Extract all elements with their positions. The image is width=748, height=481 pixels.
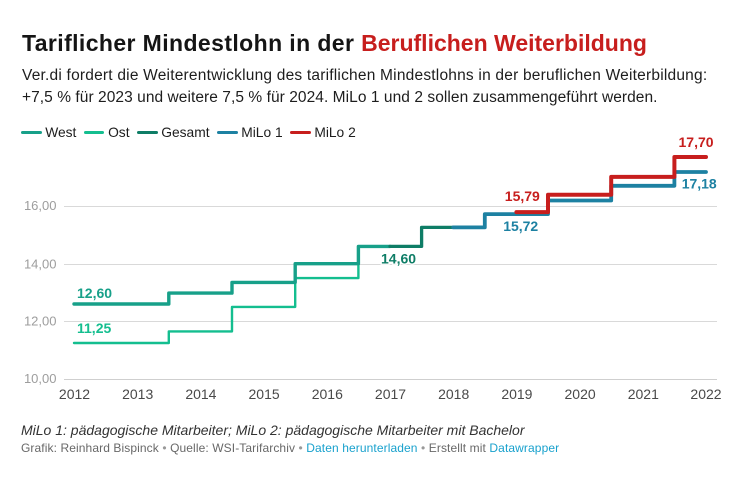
svg-text:2014: 2014 [185,386,216,402]
svg-text:2016: 2016 [312,386,343,402]
svg-text:2012: 2012 [59,386,90,402]
svg-text:2021: 2021 [628,386,659,402]
svg-text:17,18: 17,18 [682,176,717,192]
svg-text:12,00: 12,00 [24,313,57,328]
svg-text:2017: 2017 [375,386,406,402]
svg-text:2020: 2020 [565,386,596,402]
svg-text:11,25: 11,25 [77,320,111,336]
svg-text:15,79: 15,79 [505,188,540,204]
svg-text:16,00: 16,00 [24,198,57,213]
svg-text:14,00: 14,00 [24,257,57,272]
svg-text:12,60: 12,60 [77,285,112,301]
svg-text:2015: 2015 [249,386,280,402]
svg-text:14,60: 14,60 [381,250,416,266]
svg-text:2019: 2019 [501,386,532,402]
svg-text:15,72: 15,72 [503,218,538,234]
svg-text:2018: 2018 [438,386,469,402]
svg-text:2022: 2022 [690,386,721,402]
svg-text:2013: 2013 [122,386,153,402]
svg-text:10,00: 10,00 [24,371,57,386]
svg-text:17,70: 17,70 [679,134,714,150]
